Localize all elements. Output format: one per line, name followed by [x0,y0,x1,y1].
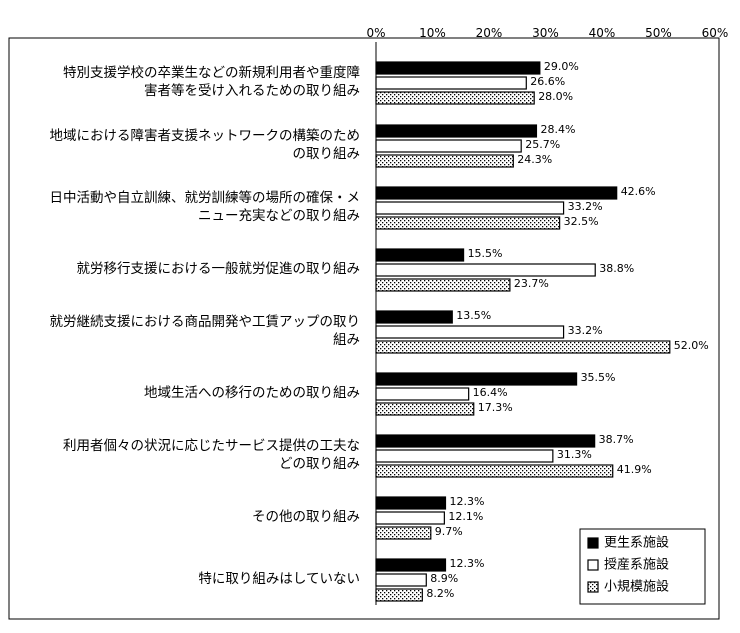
bar [375,310,453,324]
category-label: 地域生活への移行のための取り組み [144,385,360,401]
legend-frame [579,528,706,605]
bar [375,588,423,602]
bars-layer: 29.0% 26.6% 28.0% 28.4% 25.7% 24.3% 42.6% 33.2%… [375,60,709,602]
data-label: 17.3% [478,401,513,414]
data-label: 12.3% [449,495,484,508]
data-label: 28.4% [540,123,575,136]
data-label: 8.2% [426,587,454,600]
data-label: 52.0% [674,339,709,352]
bar [375,434,596,448]
data-label: 42.6% [621,185,656,198]
x-tick-label: 60% [702,26,729,40]
data-label: 12.3% [449,557,484,570]
category-label: 就労継続支援における商品開発や工賃アップの取り [50,314,361,330]
data-label: 31.3% [557,448,592,461]
category-label: 特に取り組みはしていない [198,571,360,587]
bar [375,154,514,168]
category-label: 就労移行支援における一般就労促進の取り組み [77,261,361,277]
bar [375,372,578,386]
bar [375,526,432,540]
category-label: 害者等を受け入れるための取り組み [144,82,360,99]
x-tick-label: 30% [532,26,559,40]
data-label: 9.7% [435,525,463,538]
category-label: 地域における障害者支援ネットワークの構築のため [50,128,361,144]
data-label: 24.3% [517,153,552,166]
data-label: 16.4% [473,386,508,399]
category-label: の取り組み [293,146,361,162]
bar [375,61,541,75]
legend-label: 授産系施設 [604,557,669,573]
bar [375,278,511,292]
bar [375,387,470,401]
bar [375,91,535,105]
data-label: 38.7% [599,433,634,446]
x-tick-label: 50% [645,26,672,40]
data-label: 32.5% [564,215,599,228]
bar [375,573,427,587]
data-label: 41.9% [617,463,652,476]
bar [375,76,527,90]
x-tick-label: 10% [419,26,446,40]
bar [375,402,475,416]
data-label: 8.9% [430,572,458,585]
category-label: その他の取り組み [252,509,360,525]
category-label: 特別支援学校の卒業生などの新規利用者や重度障 [63,64,360,81]
bar [375,558,447,572]
bar [375,186,618,200]
data-label: 38.8% [599,262,634,275]
data-label: 13.5% [456,309,491,322]
bar [375,263,596,277]
bar [375,248,465,262]
data-label: 33.2% [568,200,603,213]
data-label: 15.5% [468,247,503,260]
chart-frame [8,37,720,620]
legend-label: 小規模施設 [604,579,669,595]
legend-swatch [587,559,599,571]
legend-label: 更生系施設 [604,535,669,551]
data-label: 35.5% [581,371,616,384]
bar [375,340,671,354]
category-labels: 特別支援学校の卒業生などの新規利用者や重度障害者等を受け入れるための取り組み地域… [50,64,361,587]
bar [375,216,561,230]
data-label: 33.2% [568,324,603,337]
bar [375,464,614,478]
data-label: 23.7% [514,277,549,290]
data-label: 25.7% [525,138,560,151]
bar [375,511,445,525]
x-tick-label: 40% [589,26,616,40]
category-label: 利用者個々の状況に応じたサービス提供の工夫な [63,438,360,454]
bar [375,449,554,463]
x-tick-label: 0% [366,26,385,40]
bar [375,496,447,510]
legend-swatch [587,537,599,549]
legend-swatch [587,581,599,593]
category-label: どの取り組み [279,456,360,472]
category-label: ニュー充実などの取り組み [198,208,360,224]
data-label: 26.6% [530,75,565,88]
bar [375,124,538,138]
bar [375,325,565,339]
bar [375,201,565,215]
category-label: 組み [333,332,360,348]
bar [375,139,522,153]
data-label: 29.0% [544,60,579,73]
x-tick-label: 20% [476,26,503,40]
data-label: 28.0% [538,90,573,103]
category-label: 日中活動や自立訓練、就労訓練等の場所の確保・メ [50,189,361,206]
data-label: 12.1% [448,510,483,523]
